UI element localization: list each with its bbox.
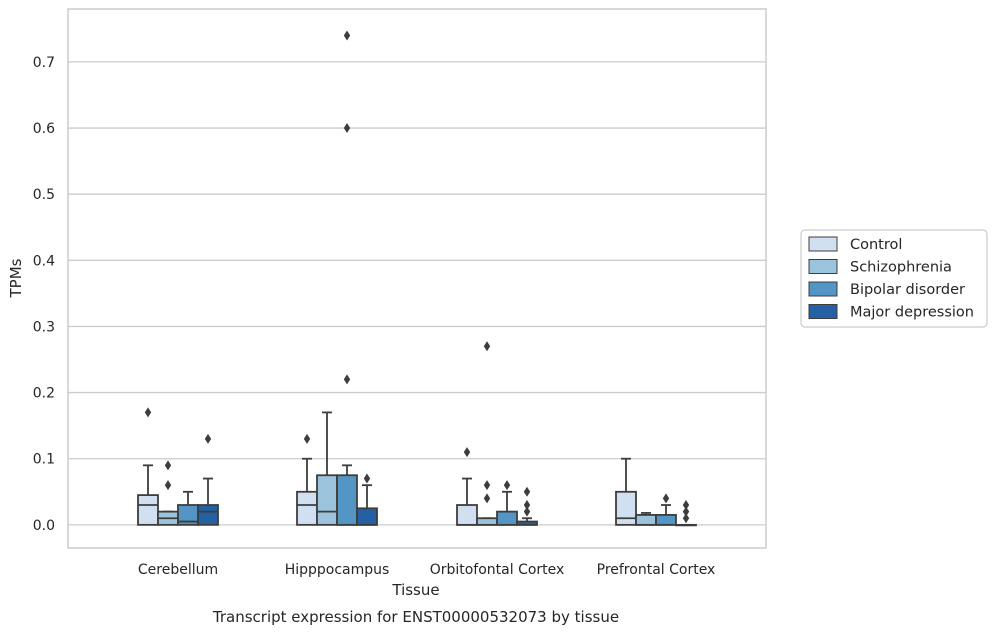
outlier-point: [662, 493, 670, 504]
outlier-point: [144, 407, 152, 418]
box-group: [336, 30, 358, 526]
outlier-point: [204, 433, 212, 444]
box-group: [516, 486, 538, 526]
legend-swatch: [808, 281, 838, 297]
x-tick-labels: Cerebellum Hipppocampus Orbitofontal Corte…: [138, 562, 715, 578]
outlier-point: [343, 30, 351, 41]
box-group: [615, 457, 637, 526]
y-tick-labels: 0.0 0.1 0.2 0.3 0.4 0.5 0.6 0.7: [33, 55, 55, 534]
outlier-point: [483, 493, 491, 504]
legend-label: Bipolar disorder: [850, 282, 965, 298]
outlier-point: [164, 460, 172, 471]
box-group: [655, 493, 677, 526]
outlier-point: [483, 341, 491, 352]
legend-swatch: [808, 236, 838, 252]
y-tick-label: 0.1: [33, 452, 55, 468]
gridlines: [68, 61, 766, 526]
outlier-point: [503, 480, 511, 491]
legend-frame: [800, 229, 988, 328]
box-group: [197, 433, 219, 526]
legend-swatch: [808, 259, 838, 274]
box: [197, 504, 219, 526]
legend-swatch: [808, 304, 838, 319]
box-group: [675, 500, 697, 527]
legend: Control Schizophrenia Bipolar disorder Majo…: [800, 229, 988, 328]
outlier-point: [483, 480, 491, 491]
box-group: [177, 490, 199, 526]
box: [496, 510, 518, 526]
box-group: [157, 460, 179, 526]
box: [137, 494, 159, 526]
box: [476, 517, 498, 526]
outlier-point: [343, 374, 351, 385]
box-group: [356, 473, 378, 526]
chart-title: Transcript expression for ENST0000053207…: [212, 608, 619, 626]
outlier-point: [343, 123, 351, 134]
x-tick-label: Orbitofontal Cortex: [430, 562, 565, 578]
y-tick-label: 0.6: [33, 121, 55, 137]
x-axis-label: Tissue: [391, 581, 439, 599]
outlier-point: [523, 486, 531, 497]
y-tick-label: 0.2: [33, 386, 55, 402]
legend-label: Schizophrenia: [850, 260, 952, 276]
box: [336, 474, 358, 526]
outlier-point: [463, 447, 471, 458]
x-tick-label: Prefrontal Cortex: [597, 562, 716, 578]
box: [655, 514, 677, 526]
legend-label: Major depression: [850, 305, 974, 321]
outlier-point: [682, 506, 690, 517]
y-tick-label: 0.4: [33, 253, 55, 269]
box-group: [496, 480, 518, 526]
outlier-point: [523, 506, 531, 517]
outlier-point: [523, 500, 531, 511]
box-group: [296, 433, 318, 526]
y-tick-label: 0.7: [33, 55, 55, 71]
box: [635, 514, 657, 526]
y-tick-label: 0.5: [33, 187, 55, 203]
legend-label: Control: [850, 237, 902, 253]
box-group: [316, 411, 338, 526]
outlier-point: [682, 500, 690, 511]
box-group: [635, 512, 657, 526]
box-group: [476, 341, 498, 526]
y-tick-label: 0.0: [33, 518, 55, 534]
x-tick-label: Cerebellum: [138, 562, 218, 578]
x-tick-label: Hipppocampus: [285, 562, 390, 578]
outlier-point: [164, 480, 172, 491]
box: [615, 490, 637, 526]
box-group: [137, 407, 159, 526]
y-axis-label: TPMs: [7, 258, 25, 298]
box: [456, 504, 478, 526]
box-groups: [137, 30, 697, 527]
outlier-point: [303, 433, 311, 444]
box: [356, 507, 378, 526]
plot-frame: [67, 8, 767, 549]
box: [296, 490, 318, 526]
outlier-point: [363, 473, 371, 484]
y-tick-label: 0.3: [33, 319, 55, 335]
box-group: [456, 447, 478, 526]
outlier-point: [682, 513, 690, 524]
box: [316, 474, 338, 526]
